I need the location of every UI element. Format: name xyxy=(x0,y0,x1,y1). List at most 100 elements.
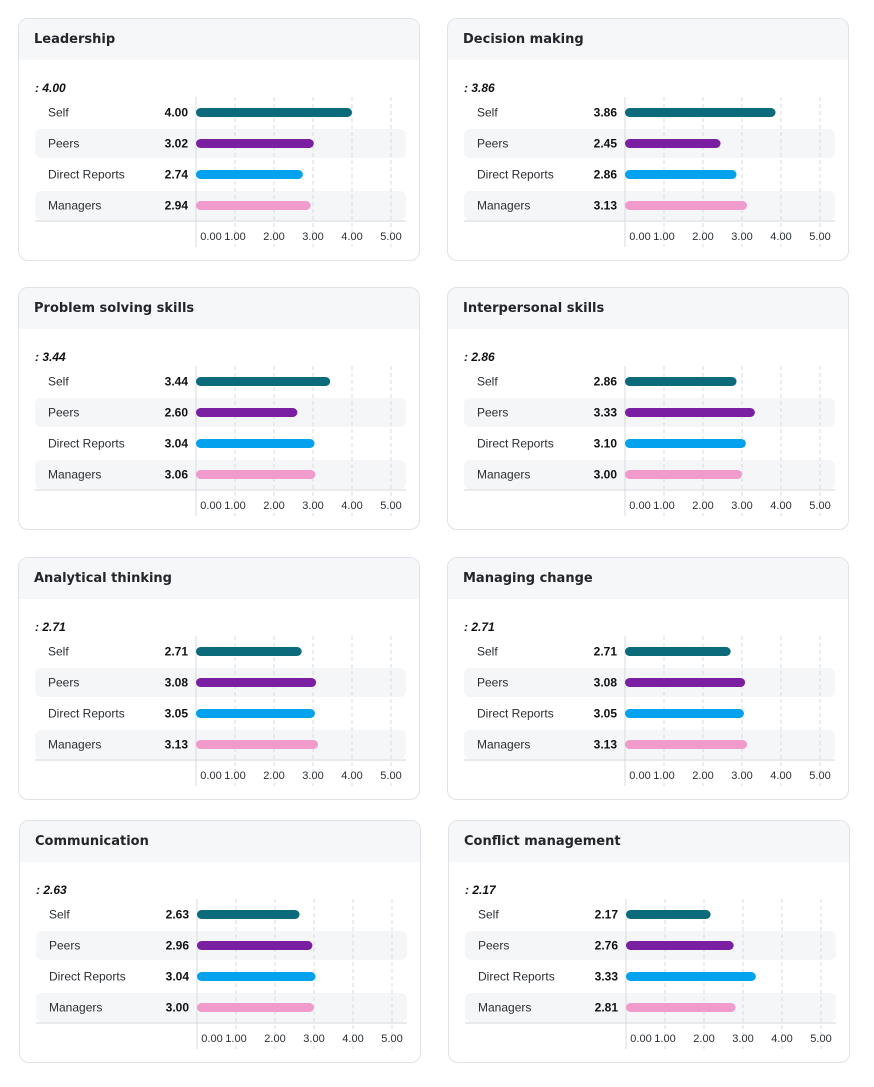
average-score: : 2.63 xyxy=(36,883,67,897)
category-label: Managers xyxy=(478,1001,531,1015)
value-label: 2.63 xyxy=(166,908,190,922)
value-label: 3.00 xyxy=(594,468,618,482)
chart-card: Communication : 2.63 Self 2.63 Peers 2.96 Di… xyxy=(19,820,421,1063)
category-label: Self xyxy=(478,908,499,922)
x-tick-label: 2.00 xyxy=(692,231,713,243)
chart-title: Analytical thinking xyxy=(19,558,419,599)
category-label: Direct Reports xyxy=(48,168,125,182)
category-label: Self xyxy=(49,908,70,922)
x-tick-label: 4.00 xyxy=(341,500,362,512)
value-label: 2.96 xyxy=(166,939,190,953)
bar-self xyxy=(625,647,731,656)
chart-card: Problem solving skills : 3.44 Self 3.44 Pe… xyxy=(18,287,420,530)
value-label: 3.08 xyxy=(165,676,189,690)
category-label: Self xyxy=(477,375,498,389)
x-tick-label: 3.00 xyxy=(302,770,323,782)
bar-direct-reports xyxy=(196,709,315,718)
x-tick-label: 4.00 xyxy=(770,231,791,243)
chart-title: Interpersonal skills xyxy=(448,288,848,329)
bar-chart: Self 2.17 Peers 2.76 Direct Reports 3.33 Manag… xyxy=(465,899,836,1049)
bar-peers xyxy=(196,139,314,148)
value-label: 2.45 xyxy=(594,137,618,151)
x-tick-label: 0.00 xyxy=(629,231,650,243)
value-label: 4.00 xyxy=(165,106,189,120)
category-label: Peers xyxy=(478,939,509,953)
bar-direct-reports xyxy=(625,439,746,448)
bar-direct-reports xyxy=(626,972,756,981)
x-tick-label: 3.00 xyxy=(731,500,752,512)
value-label: 2.71 xyxy=(165,645,189,659)
average-score: : 4.00 xyxy=(35,81,66,95)
value-label: 3.04 xyxy=(166,970,190,984)
x-tick-label: 1.00 xyxy=(224,500,245,512)
bar-direct-reports xyxy=(196,439,315,448)
average-score: : 2.71 xyxy=(35,620,66,634)
chart-card: Decision making : 3.86 Self 3.86 Peers 2.45… xyxy=(447,18,849,261)
bar-managers xyxy=(196,740,319,749)
x-tick-label: 0.00 xyxy=(201,1033,222,1045)
category-label: Managers xyxy=(477,199,530,213)
bar-self xyxy=(196,108,352,117)
chart-card: Conflict management : 2.17 Self 2.17 Peers… xyxy=(448,820,850,1063)
value-label: 3.08 xyxy=(594,676,618,690)
bar-peers xyxy=(626,941,734,950)
category-label: Self xyxy=(48,106,69,120)
value-label: 3.00 xyxy=(166,1001,190,1015)
bar-direct-reports xyxy=(197,972,316,981)
value-label: 3.13 xyxy=(165,738,189,752)
chart-card: Analytical thinking : 2.71 Self 2.71 Peers… xyxy=(18,557,420,800)
bar-chart: Self 2.71 Peers 3.08 Direct Reports 3.05 Manag… xyxy=(35,636,406,786)
chart-title: Managing change xyxy=(448,558,848,599)
bar-managers xyxy=(196,470,316,479)
category-label: Peers xyxy=(49,939,80,953)
bar-self xyxy=(196,647,302,656)
category-label: Peers xyxy=(48,137,79,151)
x-tick-label: 2.00 xyxy=(692,770,713,782)
x-tick-label: 0.00 xyxy=(630,1033,651,1045)
x-tick-label: 1.00 xyxy=(653,770,674,782)
x-tick-label: 4.00 xyxy=(342,1033,363,1045)
bar-peers xyxy=(625,678,746,687)
chart-title: Conflict management xyxy=(449,821,849,862)
category-label: Self xyxy=(48,375,69,389)
x-tick-label: 0.00 xyxy=(200,500,221,512)
x-tick-label: 4.00 xyxy=(341,231,362,243)
x-tick-label: 4.00 xyxy=(770,770,791,782)
average-score: : 2.17 xyxy=(465,883,496,897)
x-tick-label: 1.00 xyxy=(653,500,674,512)
bar-chart: Self 4.00 Peers 3.02 Direct Reports 2.74 Manag… xyxy=(35,97,406,247)
bar-managers xyxy=(626,1003,736,1012)
chart-title: Communication xyxy=(20,821,420,862)
average-score: : 2.86 xyxy=(464,350,495,364)
value-label: 3.05 xyxy=(165,707,189,721)
x-tick-label: 5.00 xyxy=(380,500,401,512)
bar-chart: Self 2.71 Peers 3.08 Direct Reports 3.05 Manag… xyxy=(464,636,835,786)
category-label: Self xyxy=(477,106,498,120)
x-tick-label: 4.00 xyxy=(771,1033,792,1045)
category-label: Managers xyxy=(477,738,530,752)
x-tick-label: 5.00 xyxy=(810,1033,831,1045)
chart-title: Leadership xyxy=(19,19,419,60)
bar-self xyxy=(625,108,776,117)
bar-managers xyxy=(197,1003,314,1012)
bar-peers xyxy=(625,408,755,417)
bar-chart: Self 2.86 Peers 3.33 Direct Reports 3.10 Manag… xyxy=(464,366,835,516)
bar-managers xyxy=(625,201,748,210)
x-tick-label: 3.00 xyxy=(731,231,752,243)
category-label: Direct Reports xyxy=(477,168,554,182)
x-tick-label: 3.00 xyxy=(302,500,323,512)
value-label: 3.13 xyxy=(594,199,618,213)
x-tick-label: 5.00 xyxy=(809,500,830,512)
bar-managers xyxy=(625,470,742,479)
x-tick-label: 5.00 xyxy=(809,231,830,243)
x-tick-label: 5.00 xyxy=(809,770,830,782)
bar-managers xyxy=(196,201,311,210)
category-label: Peers xyxy=(48,676,79,690)
bar-direct-reports xyxy=(625,170,737,179)
category-label: Direct Reports xyxy=(48,707,125,721)
category-label: Direct Reports xyxy=(477,707,554,721)
value-label: 3.33 xyxy=(594,406,618,420)
bar-chart: Self 2.63 Peers 2.96 Direct Reports 3.04 Manag… xyxy=(36,899,407,1049)
category-label: Direct Reports xyxy=(49,970,126,984)
bar-managers xyxy=(625,740,748,749)
